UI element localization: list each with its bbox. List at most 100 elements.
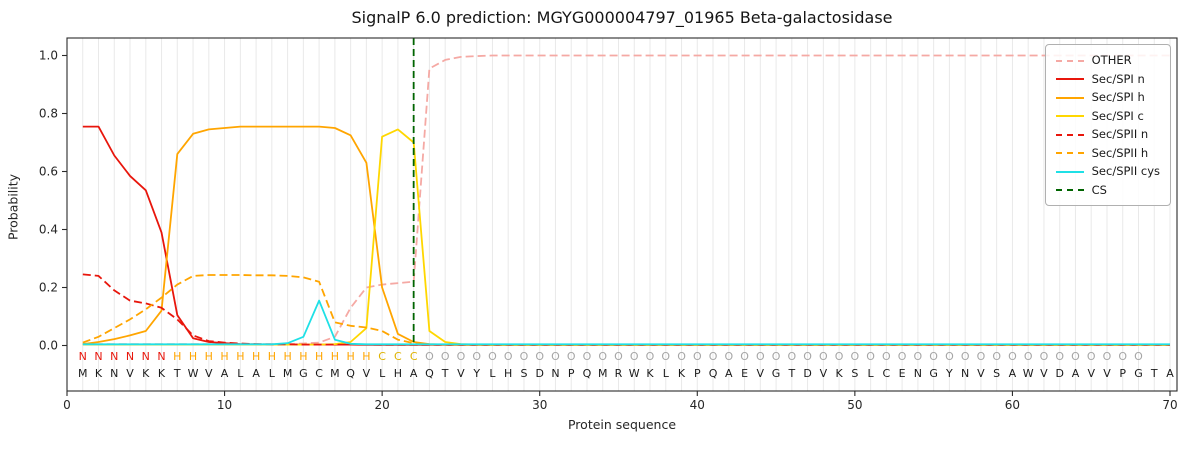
x-tick-label: 0 xyxy=(63,398,71,412)
series-line-sec-spii-cys xyxy=(82,299,1170,346)
region-letter: C xyxy=(394,350,402,363)
sequence-letter: E xyxy=(741,367,748,380)
sequence-letter: V xyxy=(820,367,828,380)
legend-line-icon xyxy=(1055,189,1084,192)
region-letter: O xyxy=(709,350,718,363)
region-letter: N xyxy=(142,350,150,363)
legend-line-icon xyxy=(1055,152,1084,155)
legend-line-icon xyxy=(1055,59,1084,62)
legend-line-icon xyxy=(1055,96,1084,99)
region-letter: O xyxy=(598,350,607,363)
legend-label: Sec/SPI n xyxy=(1091,71,1145,86)
sequence-letter: S xyxy=(993,367,1000,380)
legend-item-other: OTHER xyxy=(1055,51,1160,70)
legend-label: Sec/SPII cys xyxy=(1091,164,1160,179)
sequence-letter: A xyxy=(1166,367,1174,380)
sequence-letter: A xyxy=(1009,367,1017,380)
region-letter: O xyxy=(661,350,670,363)
sequence-letter: H xyxy=(394,367,402,380)
series-line-sec-spii-h xyxy=(82,274,1170,346)
sequence-letter: L xyxy=(269,367,276,380)
x-tick-label: 60 xyxy=(1005,398,1020,412)
region-letter: O xyxy=(787,350,796,363)
y-tick-label: 0.0 xyxy=(39,339,58,353)
region-letter: O xyxy=(914,350,923,363)
region-letter: O xyxy=(583,350,592,363)
series-line-other xyxy=(82,54,1170,346)
sequence-letter: V xyxy=(457,367,465,380)
region-letter: O xyxy=(441,350,450,363)
sequence-letter: V xyxy=(363,367,371,380)
sequence-letter: L xyxy=(868,367,875,380)
x-tick-label: 50 xyxy=(847,398,862,412)
region-letter: O xyxy=(819,350,828,363)
region-letter: O xyxy=(882,350,891,363)
sequence-letter: W xyxy=(629,367,640,380)
sequence-letter: T xyxy=(441,367,449,380)
region-letter: O xyxy=(520,350,529,363)
sequence-letter: A xyxy=(725,367,733,380)
x-tick-label: 10 xyxy=(217,398,232,412)
region-letter: O xyxy=(677,350,686,363)
region-letter: O xyxy=(1134,350,1143,363)
region-letter: O xyxy=(630,350,639,363)
sequence-letter: K xyxy=(95,367,103,380)
sequence-letter: P xyxy=(694,367,701,380)
region-letter: O xyxy=(866,350,875,363)
region-letter: C xyxy=(410,350,418,363)
sequence-letter: Y xyxy=(945,367,953,380)
legend-label: Sec/SPII n xyxy=(1091,127,1149,142)
sequence-letter: V xyxy=(977,367,985,380)
sequence-letter: P xyxy=(1119,367,1126,380)
legend-label: OTHER xyxy=(1091,53,1132,68)
sequence-letter: W xyxy=(1023,367,1034,380)
region-letter: H xyxy=(236,350,244,363)
region-letter: O xyxy=(772,350,781,363)
sequence-letter: V xyxy=(1103,367,1111,380)
region-letter: O xyxy=(835,350,844,363)
sequence-letter: Q xyxy=(346,367,355,380)
sequence-letter: L xyxy=(379,367,386,380)
sequence-letter: G xyxy=(772,367,781,380)
sequence-letter: C xyxy=(315,367,323,380)
region-letter: H xyxy=(220,350,228,363)
region-letter: H xyxy=(331,350,339,363)
region-letter: C xyxy=(378,350,386,363)
sequence-letter: D xyxy=(1055,367,1063,380)
region-letter: H xyxy=(268,350,276,363)
region-letter: O xyxy=(551,350,560,363)
region-letter: O xyxy=(614,350,623,363)
plot-border xyxy=(66,37,1178,392)
sequence-letter: L xyxy=(237,367,244,380)
sequence-letter: G xyxy=(1134,367,1143,380)
sequence-letter: T xyxy=(787,367,795,380)
legend-item-sec-spi-n: Sec/SPI n xyxy=(1055,70,1160,89)
region-letter: H xyxy=(346,350,354,363)
region-letter: O xyxy=(929,350,938,363)
region-letter: O xyxy=(488,350,497,363)
sequence-letter: R xyxy=(615,367,623,380)
x-tick-label: 40 xyxy=(690,398,705,412)
region-letter: H xyxy=(315,350,323,363)
region-letter: H xyxy=(173,350,181,363)
region-letter: O xyxy=(724,350,733,363)
sequence-letter: M xyxy=(598,367,608,380)
region-letter: O xyxy=(756,350,765,363)
sequence-letter: L xyxy=(663,367,670,380)
region-letter: O xyxy=(1118,350,1127,363)
sequence-letter: A xyxy=(252,367,260,380)
sequence-letter: C xyxy=(883,367,891,380)
sequence-letter: A xyxy=(1072,367,1080,380)
sequence-letter: E xyxy=(899,367,906,380)
sequence-letter: N xyxy=(961,367,969,380)
series-line-sec-spi-c xyxy=(82,128,1170,346)
series-line-sec-spii-n xyxy=(82,273,1170,346)
sequence-letter: K xyxy=(646,367,654,380)
y-tick-label: 1.0 xyxy=(39,49,58,63)
sequence-letter: S xyxy=(520,367,527,380)
sequence-letter: V xyxy=(757,367,765,380)
legend-label: Sec/SPI c xyxy=(1091,108,1144,123)
legend-item-sec-spii-n: Sec/SPII n xyxy=(1055,125,1160,144)
sequence-letter: M xyxy=(330,367,340,380)
region-letter: O xyxy=(851,350,860,363)
